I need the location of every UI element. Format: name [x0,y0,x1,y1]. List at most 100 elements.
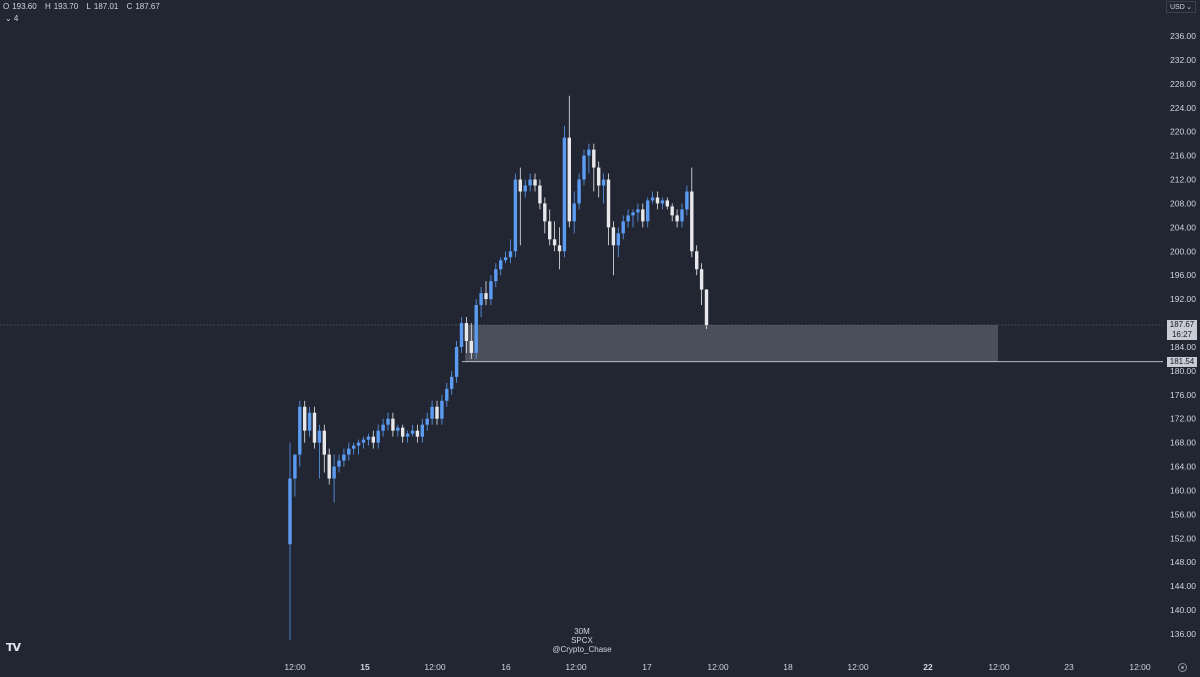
candle [474,299,478,359]
open-value: 193.60 [12,2,37,11]
y-tick-label: 224.00 [1170,103,1196,113]
candle-body [445,388,449,401]
candle [454,340,459,383]
candle [699,263,704,306]
y-tick-label: 204.00 [1170,222,1196,232]
candle [386,412,390,431]
y-tick-label: 152.00 [1170,533,1196,543]
tradingview-logo[interactable]: TV [6,641,21,654]
candle [303,400,307,443]
y-tick-label: 140.00 [1170,605,1196,615]
candle [680,203,684,228]
candle-body [655,197,660,204]
candle [567,95,571,228]
candle [430,400,434,425]
indicators-toggle[interactable]: ⌄ 4 [5,14,19,23]
candle [528,173,532,192]
candle [464,317,469,353]
y-tick-label: 136.00 [1170,629,1196,639]
bar-countdown: 16:27 [1171,330,1193,339]
y-tick-label: 168.00 [1170,438,1196,448]
candle [376,424,380,449]
candle [337,454,341,473]
x-tick-label: 12:00 [847,662,869,672]
y-tick-label: 208.00 [1170,198,1196,208]
candle-body [356,442,361,446]
candle [415,424,420,443]
candle-body [675,215,679,222]
candle-body [494,269,498,282]
candle-body [533,179,537,186]
candle-body [376,430,380,443]
candle-body [699,269,704,290]
candle-body [293,454,297,479]
candle-body [479,293,483,306]
level-price-tag: 181.54 [1167,356,1197,367]
candle-body [557,245,562,252]
candle-body [337,460,341,467]
y-tick-label: 212.00 [1170,175,1196,185]
candle [401,424,405,443]
candle [660,197,665,210]
candle [675,209,679,228]
candle [646,197,650,228]
x-tick-label: 17 [642,662,652,672]
y-tick-label: 232.00 [1170,55,1196,65]
candle-body [606,179,611,228]
candle-body [298,406,302,455]
y-tick-label: 228.00 [1170,79,1196,89]
x-tick-label: 18 [783,662,793,672]
candle-body [425,418,429,425]
candle [631,209,635,228]
x-tick-label: 12:00 [1129,662,1151,672]
high-label: H [44,2,51,11]
candle [356,439,361,455]
candle-body [567,137,571,222]
settings-icon[interactable] [1178,663,1187,672]
candle-body [410,430,415,434]
candle-body [523,185,527,192]
candle [396,424,400,437]
y-tick-label: 236.00 [1170,31,1196,41]
candle [307,406,312,437]
demand-zone[interactable] [465,325,998,362]
currency-selector[interactable]: USD ⌄ [1166,1,1196,13]
candle [626,209,630,228]
x-tick-label: 23 [1064,662,1074,672]
candle-body [646,200,650,222]
candle [665,197,669,210]
x-tick-label: 22 [923,662,933,672]
candle [503,251,508,264]
candle-body [587,149,591,156]
candle-body [307,412,312,431]
y-tick-label: 192.00 [1170,294,1196,304]
candle [298,400,302,467]
candle [572,191,576,234]
candle-body [685,191,689,210]
candle-body [366,436,371,440]
candle [459,317,464,353]
x-tick-label: 16 [501,662,511,672]
candle [641,203,645,228]
candle-body [548,221,552,240]
candle [312,406,317,449]
candle [606,173,611,246]
ohlc-legend: O 193.60 H 193.70 L 187.01 C 187.67 [3,2,166,11]
candle-body [503,257,508,261]
level-price-value: 181.54 [1169,356,1195,366]
candle [469,323,473,359]
candle [405,430,410,443]
candle [577,173,581,210]
candle [420,418,424,443]
candle [670,203,674,222]
y-tick-label: 156.00 [1170,509,1196,519]
candle-body [592,149,596,168]
candle-body [660,200,665,204]
candle-body [396,427,400,431]
candle-body [327,454,331,479]
candle [518,167,522,246]
candle [342,448,346,467]
candle-body [440,400,444,419]
y-tick-label: 180.00 [1170,366,1196,376]
